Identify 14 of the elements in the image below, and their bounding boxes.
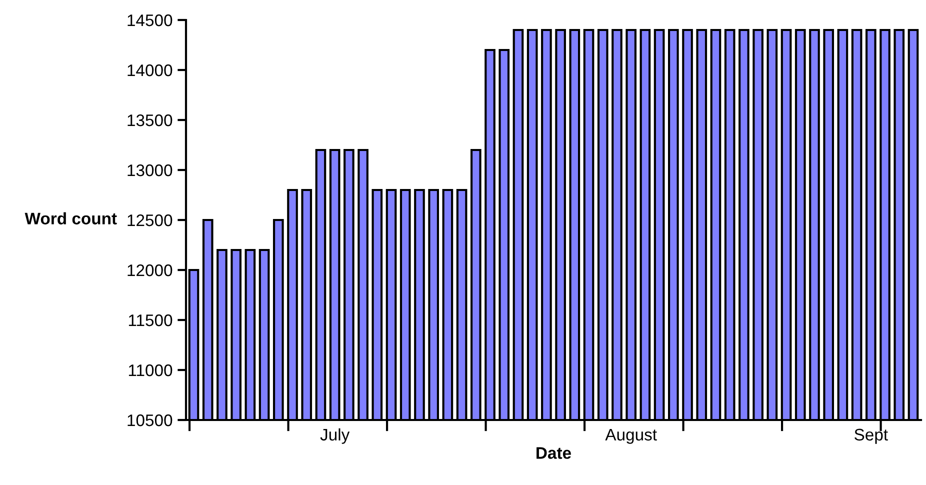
y-tick-label: 14000 [128, 64, 172, 76]
x-tick-label: Sept [854, 428, 888, 444]
y-tick-label: 14500 [128, 14, 172, 26]
y-tick-label: 12000 [128, 264, 172, 276]
x-tick-label: July [320, 428, 350, 444]
y-tick-label: 11000 [128, 364, 172, 376]
y-tick-label: 13500 [128, 114, 172, 126]
y-tick-label: 11500 [128, 314, 172, 326]
y-tick-label: 10500 [128, 414, 172, 426]
y-axis-title: Word count [24, 212, 117, 224]
x-axis-title: Date [536, 447, 571, 459]
y-tick-label: 12500 [128, 214, 172, 226]
y-tick-label: 13000 [128, 164, 172, 176]
x-tick-label: August [605, 428, 657, 444]
